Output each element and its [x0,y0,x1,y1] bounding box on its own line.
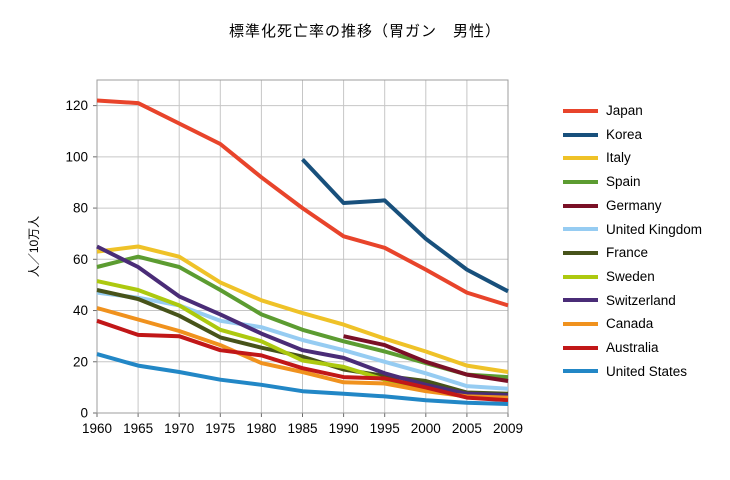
y-tick-label: 80 [73,201,88,216]
series-line-japan [96,98,509,308]
legend-swatch-switzerland [563,298,598,303]
legend-label: Japan [606,103,643,119]
legend-label: Italy [606,150,631,166]
chart-title: 標準化死亡率の推移（胃ガン 男性） [228,23,501,40]
x-tick-label: 1980 [246,421,276,436]
x-tick-label: 2005 [452,421,482,436]
y-tick-label: 120 [65,98,88,113]
y-axis-title: 人／10万人 [27,216,41,277]
legend-item-germany: Germany [563,194,702,218]
legend-swatch-united-kingdom [563,227,598,232]
series-line-canada [96,306,509,400]
legend-label: Spain [606,174,641,190]
x-tick-label: 1995 [370,421,400,436]
legend-item-canada: Canada [563,312,702,336]
legend-label: Australia [606,339,659,355]
legend-swatch-germany [563,203,598,208]
y-tick-label: 20 [73,354,88,369]
y-tick-label: 100 [65,149,88,164]
chart-legend: Japan Korea Italy Spain Germany United Kingdo… [563,99,702,383]
legend-label: Canada [606,316,654,332]
legend-item-united-states: United States [563,360,702,384]
legend-swatch-spain [563,179,598,184]
legend-label: Sweden [606,268,655,284]
series-line-united-states [96,352,509,406]
legend-item-spain: Spain [563,170,702,194]
x-tick-label: 1985 [287,421,317,436]
legend-label: Germany [606,197,662,213]
series-line-australia [96,318,509,403]
legend-swatch-italy [563,156,598,161]
legend-swatch-japan [563,108,598,113]
y-tick-label: 0 [80,406,88,421]
legend-swatch-united-states [563,369,598,374]
legend-swatch-sweden [563,274,598,279]
x-tick-label: 1975 [205,421,235,436]
legend-swatch-korea [563,132,598,137]
series-line-italy [96,244,509,374]
y-tick-label: 60 [73,252,88,267]
legend-item-united-kingdom: United Kingdom [563,217,702,241]
legend-label: United States [606,363,688,379]
series-line-switzerland [96,244,509,398]
legend-label: Korea [606,126,643,142]
series-line-germany [343,334,509,383]
series-line-united-kingdom [96,290,509,391]
legend-label: Switzerland [606,292,676,308]
x-tick-label: 1960 [82,421,112,436]
legend-swatch-france [563,250,598,255]
legend-item-sweden: Sweden [563,265,702,289]
y-tick-label: 40 [73,303,88,318]
legend-label: France [606,245,649,261]
legend-swatch-canada [563,322,598,327]
series-line-france [96,288,509,396]
legend-item-japan: Japan [563,99,702,123]
series-line-korea [301,158,509,294]
legend-item-australia: Australia [563,336,702,360]
legend-label: United Kingdom [606,221,703,237]
x-tick-label: 1990 [329,421,359,436]
x-tick-label: 2009 [493,421,523,436]
legend-item-korea: Korea [563,123,702,147]
legend-item-italy: Italy [563,146,702,170]
x-tick-label: 2000 [411,421,441,436]
x-tick-label: 1965 [123,421,153,436]
x-tick-label: 1970 [164,421,194,436]
legend-swatch-australia [563,345,598,350]
legend-item-switzerland: Switzerland [563,289,702,313]
legend-item-france: France [563,241,702,265]
